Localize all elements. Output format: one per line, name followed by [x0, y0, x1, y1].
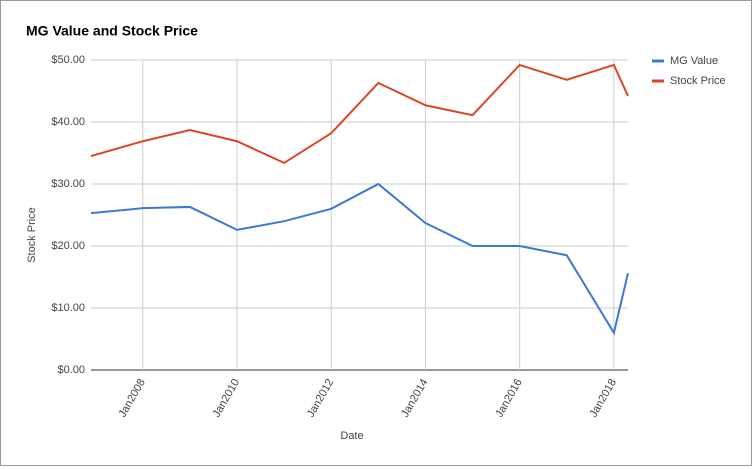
y-tick-label: $30.00 — [51, 178, 85, 190]
line-series — [90, 182, 629, 336]
y-tick-label: $50.00 — [51, 54, 85, 66]
y-tick-label: $0.00 — [57, 364, 85, 376]
y-axis-title: Stock Price — [26, 207, 38, 263]
legend-label: Stock Price — [670, 75, 726, 87]
y-tick-label: $10.00 — [51, 302, 85, 314]
legend-label: MG Value — [670, 55, 718, 67]
chart-title: MG Value and Stock Price — [26, 23, 198, 39]
x-axis-title: Date — [340, 430, 363, 442]
y-tick-label: $40.00 — [51, 116, 85, 128]
y-tick-label: $20.00 — [51, 240, 85, 252]
line-series — [90, 63, 629, 165]
